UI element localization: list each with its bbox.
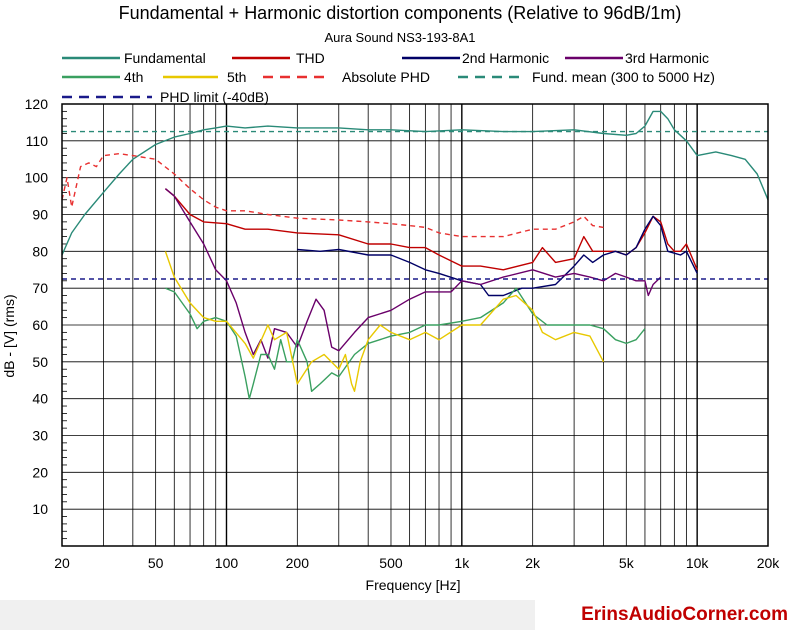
legend-label: 4th	[124, 69, 143, 85]
legend-label: THD	[296, 50, 325, 66]
legend-label: 3rd Harmonic	[625, 50, 709, 66]
series-line-fundamental	[61, 110, 769, 256]
x-tick-label: 10k	[686, 555, 710, 571]
x-tick-label: 500	[379, 555, 403, 571]
series-line-5th	[164, 251, 605, 392]
x-tick-label: 1k	[454, 555, 470, 571]
x-tick-label: 100	[215, 555, 239, 571]
brand-watermark: ErinsAudioCorner.com	[581, 604, 788, 625]
y-tick-label: 80	[32, 243, 48, 259]
grid-lines	[61, 104, 769, 546]
y-tick-label: 120	[25, 96, 49, 112]
distortion-chart: Fundamental + Harmonic distortion compon…	[1, 3, 780, 593]
plot-area	[61, 103, 769, 547]
x-tick-label: 2k	[525, 555, 541, 571]
chart-subtitle: Aura Sound NS3-193-8A1	[324, 30, 475, 45]
y-tick-label: 100	[25, 170, 49, 186]
x-tick-labels: 20 50 100 200 500 1k 2k 5k 10k 20k	[54, 555, 780, 571]
y-tick-label: 60	[32, 317, 48, 333]
y-tick-label: 20	[32, 464, 48, 480]
legend-label: Fundamental	[124, 50, 206, 66]
legend-label: Absolute PHD	[342, 69, 430, 85]
legend-label: 5th	[227, 69, 246, 85]
x-tick-label: 20k	[757, 555, 781, 571]
series-line-thd	[164, 188, 698, 271]
y-tick-label: 70	[32, 280, 48, 296]
series-line-absolute-phd	[61, 153, 604, 238]
chart-legend: Fundamental THD 2nd Harmonic 3rd Harmonic 4t…	[62, 50, 715, 105]
y-tick-label: 40	[32, 391, 48, 407]
y-tick-label: 110	[26, 133, 49, 149]
series-line-2nd-harmonic	[297, 215, 698, 297]
legend-label: 2nd Harmonic	[462, 50, 549, 66]
y-tick-label: 30	[32, 428, 48, 444]
series-line-4th	[165, 287, 646, 400]
series-lines	[61, 110, 769, 400]
y-tick-labels: 10 20 30 40 50 60 70 80 90 100 110 120	[25, 96, 49, 517]
y-tick-label: 50	[32, 354, 48, 370]
x-tick-label: 200	[286, 555, 310, 571]
y-axis-label: dB - [V] (rms)	[1, 294, 17, 377]
x-tick-label: 20	[54, 555, 70, 571]
x-axis-label: Frequency [Hz]	[366, 577, 461, 593]
plot-frame	[61, 103, 769, 547]
legend-label: Fund. mean (300 to 5000 Hz)	[532, 69, 715, 85]
brand-footer: ErinsAudioCorner.com	[0, 600, 800, 630]
x-tick-label: 5k	[619, 555, 635, 571]
x-tick-label: 50	[148, 555, 164, 571]
chart-title: Fundamental + Harmonic distortion compon…	[119, 3, 682, 23]
y-tick-label: 90	[32, 207, 48, 223]
series-line-3rd-harmonic	[164, 188, 662, 359]
legend-label: PHD limit (-40dB)	[160, 89, 269, 105]
y-tick-label: 10	[32, 501, 48, 517]
brand-footer-background	[0, 600, 535, 630]
